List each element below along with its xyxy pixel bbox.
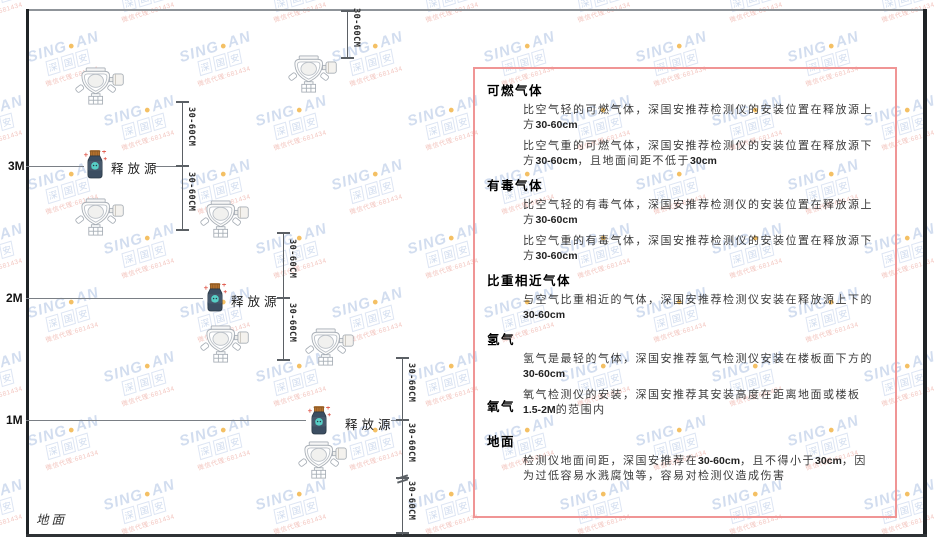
dimension-label: 30-60CM [186, 107, 196, 147]
release-source-icon [203, 283, 227, 313]
dimension-tick [176, 229, 189, 231]
floor-line [26, 534, 927, 537]
section-paragraph: 氧气检测仪的安装，深国安推荐其安装高度在距离地面或楼板1.5-2M的范围内 [523, 389, 861, 416]
gas-detector-icon [200, 200, 250, 238]
dimension-line [402, 358, 403, 535]
section-paragraph: 氢气是最轻的气体，深国安推荐氢气检测仪安装在楼板面下方的30-60cm [523, 353, 873, 380]
section-heading: 有毒气体 [487, 179, 544, 193]
dimension-tick [396, 419, 409, 421]
gas-detector-icon [298, 441, 348, 479]
gas-detector-icon [288, 55, 338, 93]
section-paragraph: 比空气轻的有毒气体，深国安推荐检测仪的安装位置在释放源上方30-60cm [523, 199, 873, 226]
gas-detector-icon [200, 325, 250, 363]
dimension-tick [341, 57, 354, 59]
height-label-m1: 1M [6, 413, 23, 427]
section-heading: 氧气 [487, 400, 516, 414]
section-heading: 可燃气体 [487, 84, 544, 98]
level-line-m3 [26, 166, 84, 167]
gas-detector-icon [75, 67, 125, 105]
section-paragraph: 比空气轻的可燃气体，深国安推荐检测仪的安装位置在释放源上方30-60cm [523, 104, 873, 131]
panel-section: 可燃气体比空气轻的可燃气体，深国安推荐检测仪的安装位置在释放源上方30-60cm… [487, 80, 883, 168]
dimension-line [283, 233, 284, 360]
release-source-icon [307, 406, 331, 436]
dimension-label: 30-60CM [406, 363, 416, 403]
dimension-tick [176, 101, 189, 103]
dimension-tick [277, 232, 290, 234]
dimension-tick [277, 297, 290, 299]
dimension-tick [176, 165, 189, 167]
gas-detector-icon [305, 328, 355, 366]
section-paragraph: 比空气重的有毒气体，深国安推荐检测仪的安装位置在释放源下方30-60cm [523, 235, 873, 262]
dimension-tick [277, 359, 290, 361]
dimension-line [347, 11, 348, 58]
gas-detector-icon [75, 198, 125, 236]
release-source-label: 释放源 [345, 418, 395, 432]
dimension-label: 30-60CM [406, 481, 416, 521]
release-source-icon [83, 150, 107, 180]
section-paragraph: 比空气重的可燃气体，深国安推荐检测仪的安装位置在释放源下方30-60cm，且地面… [523, 140, 873, 167]
height-label-m3: 3M [8, 159, 25, 173]
ceiling-line [26, 9, 927, 11]
panel-section: 有毒气体比空气轻的有毒气体，深国安推荐检测仪的安装位置在释放源上方30-60cm… [487, 175, 883, 263]
section-heading: 氢气 [487, 333, 516, 347]
info-panel: 可燃气体比空气轻的可燃气体，深国安推荐检测仪的安装位置在释放源上方30-60cm… [473, 67, 897, 518]
dimension-label: 30-60CM [406, 423, 416, 463]
floor-label: 地面 [36, 513, 68, 527]
height-label-m2: 2M [6, 291, 23, 305]
right-wall-line [923, 9, 927, 536]
release-source-label: 释放源 [231, 295, 281, 309]
panel-section: 地面 检测仪地面间距，深国安推荐在30-60cm，且不得小于30cm，因为过低容易… [487, 431, 883, 483]
dimension-tick [341, 10, 354, 12]
section-paragraph: 检测仪地面间距，深国安推荐在30-60cm，且不得小于30cm，因为过低容易水溅… [523, 455, 867, 482]
level-line-m2 [26, 298, 203, 299]
section-paragraph: 与空气比重相近的气体，深国安推荐检测仪安装在释放源上下的30-60cm [523, 294, 873, 321]
dimension-label: 30-60CM [186, 172, 196, 212]
dimension-tick [396, 477, 409, 479]
level-line-m1 [26, 420, 306, 421]
dimension-tick [396, 532, 409, 534]
panel-section: 氢气 氢气是最轻的气体，深国安推荐氢气检测仪安装在楼板面下方的30-60cm [487, 329, 883, 381]
leader-line [155, 166, 182, 167]
left-wall-line [26, 9, 29, 536]
release-source-label: 释放源 [111, 162, 161, 176]
dimension-label: 30-60CM [351, 8, 361, 48]
dimension-tick [396, 357, 409, 359]
section-heading: 比重相近气体 [487, 274, 572, 288]
dimension-label: 30-60CM [287, 303, 297, 343]
dimension-label: 30-60CM [287, 239, 297, 279]
panel-section: 比重相近气体与空气比重相近的气体，深国安推荐检测仪安装在释放源上下的30-60c… [487, 270, 883, 322]
section-heading: 地面 [487, 435, 516, 449]
panel-section: 氧气 氧气检测仪的安装，深国安推荐其安装高度在距离地面或楼板1.5-2M的范围内 [487, 388, 883, 417]
